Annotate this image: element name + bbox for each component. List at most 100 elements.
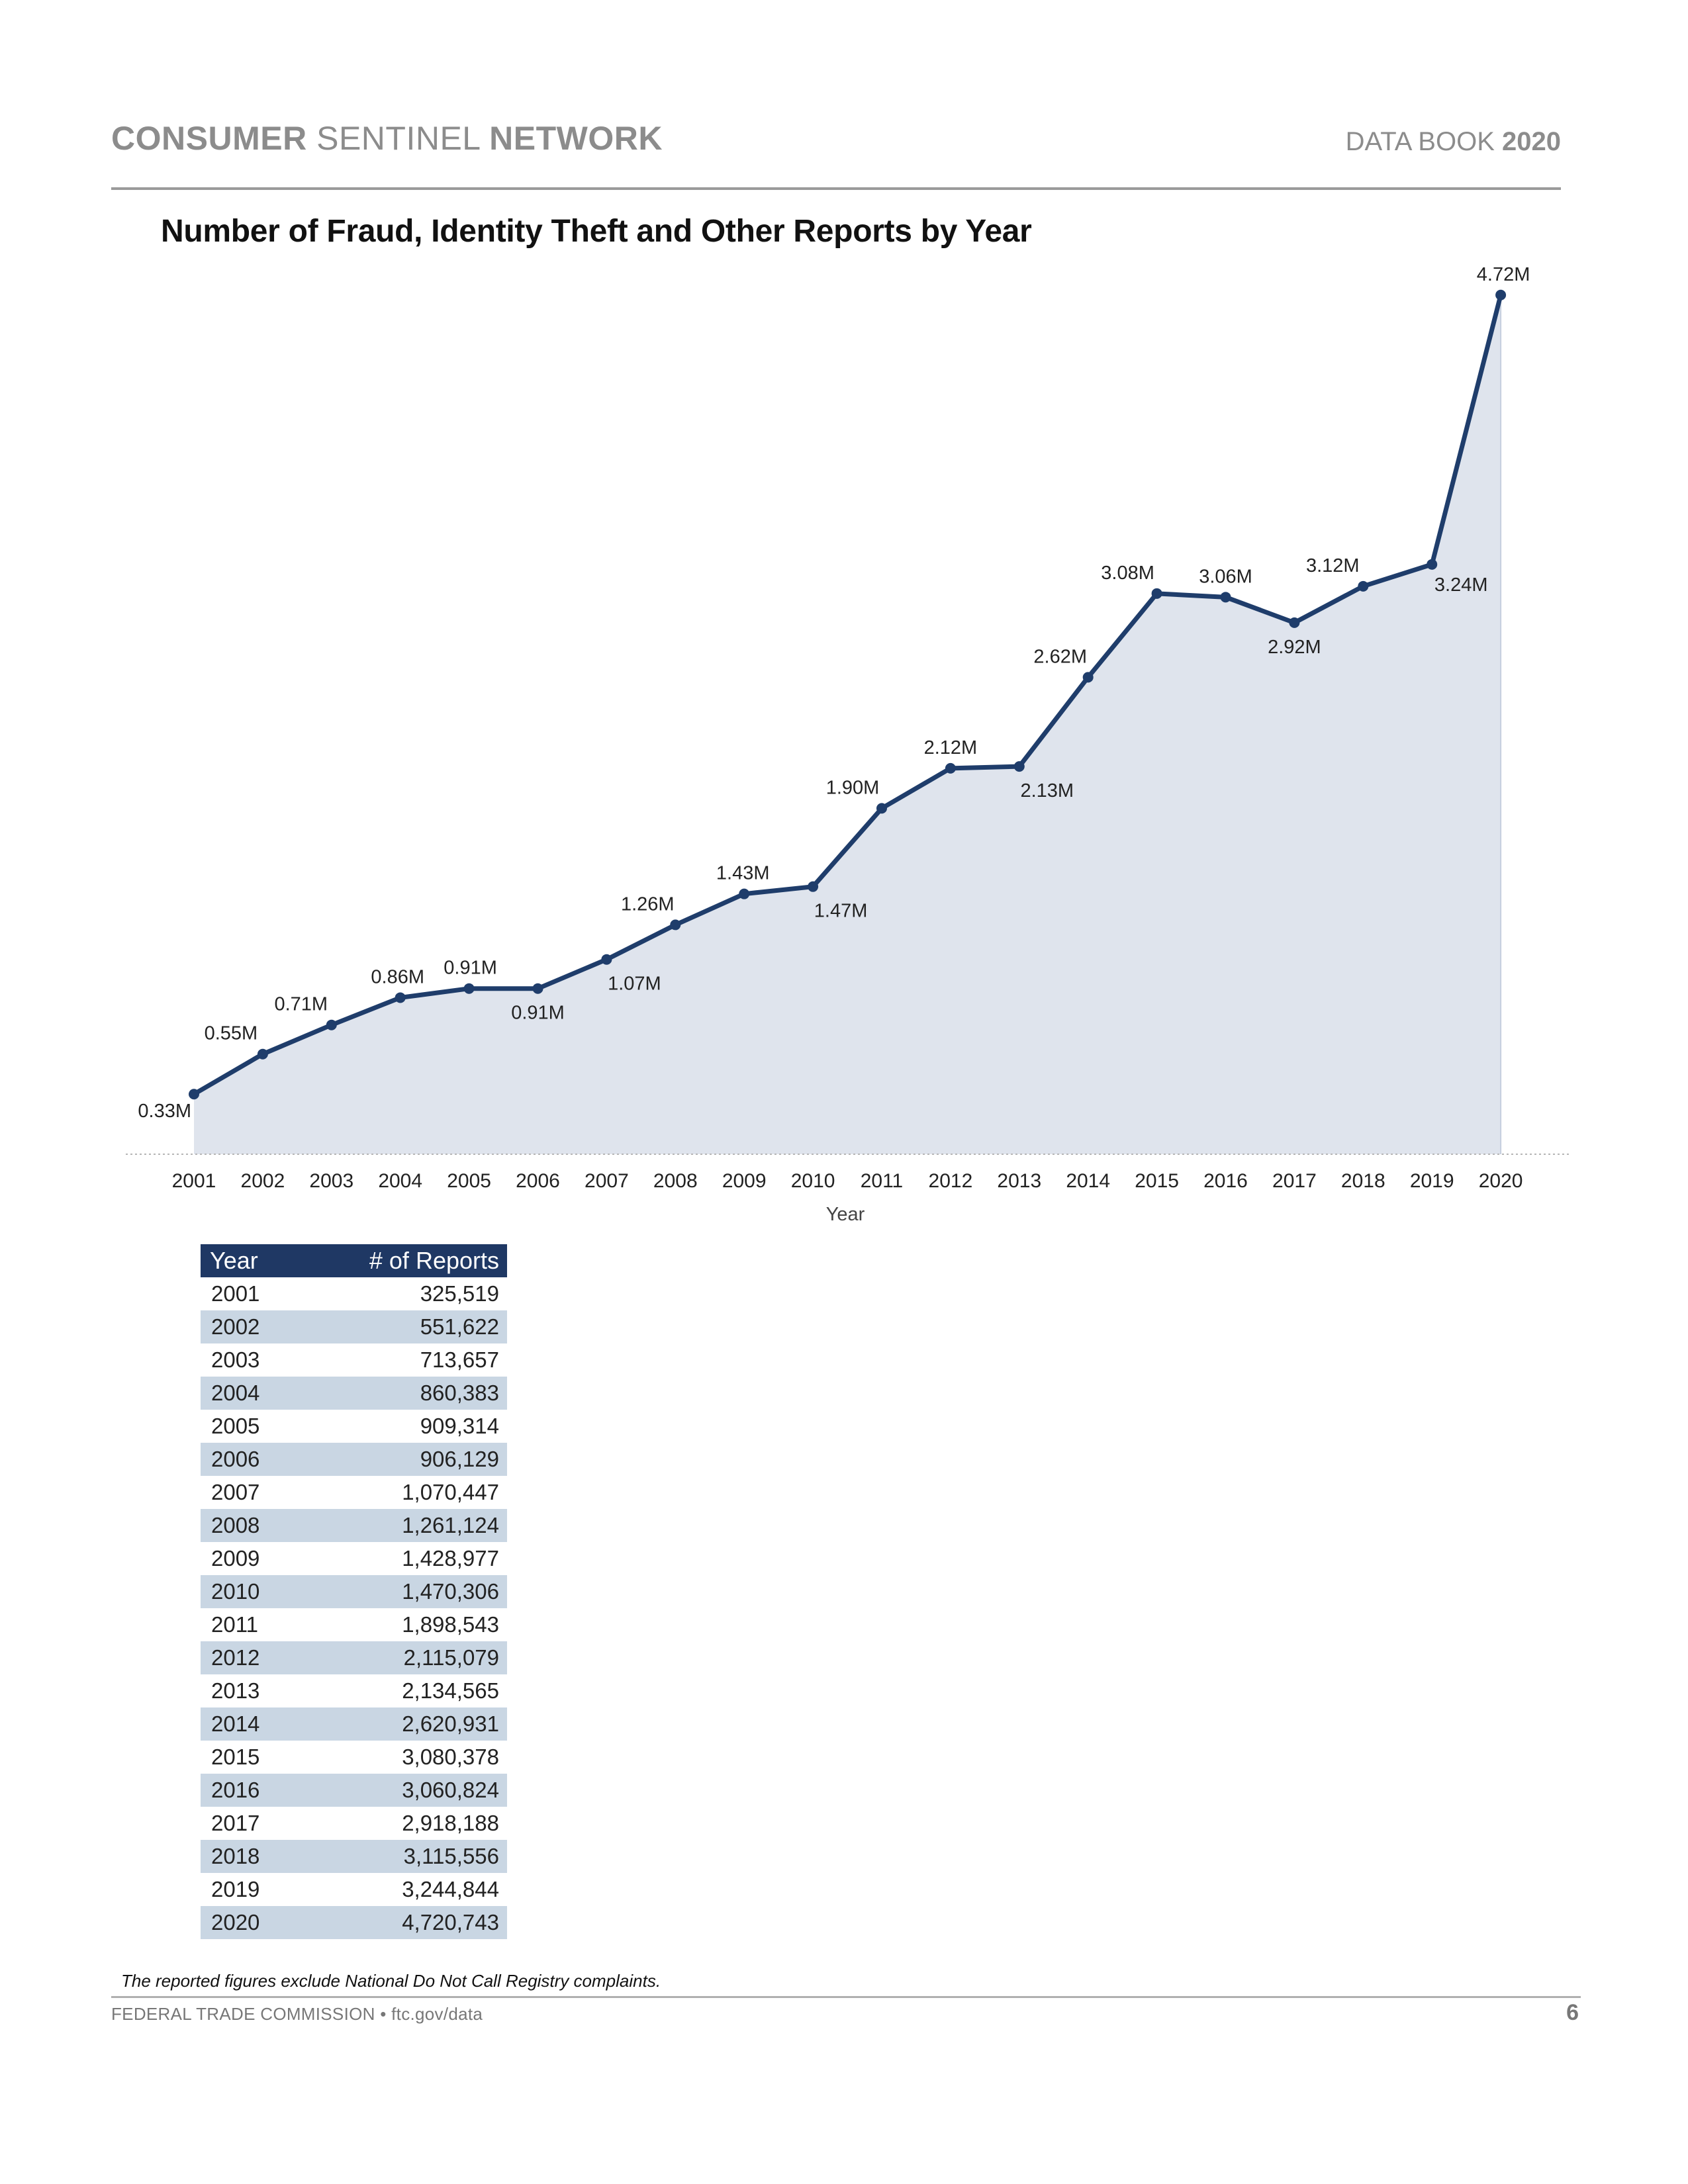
table-row: 2012 2,115,079 — [201, 1641, 507, 1674]
data-point — [739, 888, 750, 899]
table-header-year: Year — [210, 1247, 258, 1274]
data-point — [808, 881, 819, 892]
table-cell-reports: 551,622 — [420, 1314, 499, 1339]
x-tick-label: 2002 — [241, 1170, 285, 1192]
table-cell-year: 2005 — [211, 1414, 260, 1438]
brand-title: CONSUMER SENTINEL NETWORK — [111, 119, 663, 158]
data-book-label: DATA BOOK 2020 — [1346, 127, 1561, 157]
data-label: 1.43M — [716, 863, 770, 884]
table-row: 2005 909,314 — [201, 1410, 507, 1443]
footer-source: FEDERAL TRADE COMMISSION • ftc.gov/data — [111, 2004, 483, 2024]
header-divider — [111, 187, 1561, 190]
data-label: 1.26M — [621, 893, 675, 915]
table-row: 2014 2,620,931 — [201, 1707, 507, 1741]
table-cell-reports: 2,918,188 — [402, 1811, 499, 1835]
x-tick-label: 2013 — [997, 1170, 1041, 1192]
data-point — [1082, 672, 1094, 683]
table-cell-year: 2018 — [211, 1844, 260, 1868]
x-tick-label: 2020 — [1479, 1170, 1523, 1192]
brand-part-2: SENTINEL — [316, 120, 480, 157]
table-row: 2002 551,622 — [201, 1310, 507, 1343]
data-point — [1220, 592, 1231, 603]
table-cell-year: 2013 — [211, 1678, 260, 1703]
data-label: 1.90M — [826, 777, 880, 798]
table-row: 2009 1,428,977 — [201, 1542, 507, 1575]
table-row: 2017 2,918,188 — [201, 1807, 507, 1840]
table-cell-reports: 1,428,977 — [402, 1546, 499, 1570]
book-label: DATA BOOK — [1345, 127, 1495, 156]
data-point — [532, 983, 543, 994]
table-cell-year: 2011 — [211, 1612, 258, 1637]
table-cell-year: 2010 — [211, 1579, 260, 1604]
table-cell-year: 2003 — [211, 1347, 260, 1372]
table-cell-reports: 906,129 — [420, 1447, 499, 1471]
footnote: The reported figures exclude National Do… — [121, 1971, 661, 1991]
table-cell-year: 2014 — [211, 1711, 260, 1736]
table-cell-year: 2020 — [211, 1910, 260, 1934]
table-cell-reports: 2,620,931 — [402, 1711, 499, 1736]
x-tick-label: 2019 — [1410, 1170, 1454, 1192]
table-row: 2008 1,261,124 — [201, 1509, 507, 1542]
page-header: CONSUMER SENTINEL NETWORK DATA BOOK 2020 — [111, 119, 1561, 185]
data-point — [1151, 588, 1162, 599]
data-point — [1495, 289, 1507, 300]
table-body: 2001 325,519 2002 551,622 2003 713,657 2004 860… — [201, 1277, 507, 1939]
brand-part-1: CONSUMER — [111, 120, 307, 157]
table-cell-reports: 3,060,824 — [402, 1778, 499, 1802]
data-label: 2.12M — [924, 737, 978, 758]
brand-part-3: NETWORK — [489, 120, 663, 157]
data-point — [601, 954, 612, 965]
x-tick-label: 2017 — [1272, 1170, 1317, 1192]
table-cell-reports: 3,080,378 — [402, 1745, 499, 1769]
x-tick-label: 2003 — [309, 1170, 353, 1192]
table-cell-year: 2017 — [211, 1811, 260, 1835]
table-row: 2013 2,134,565 — [201, 1674, 507, 1707]
book-year: 2020 — [1502, 127, 1561, 156]
x-tick-label: 2005 — [447, 1170, 491, 1192]
x-tick-label: 2018 — [1341, 1170, 1385, 1192]
table-row: 2015 3,080,378 — [201, 1741, 507, 1774]
table-header-row: Year # of Reports — [201, 1244, 507, 1277]
table-cell-year: 2008 — [211, 1513, 260, 1537]
table-row: 2010 1,470,306 — [201, 1575, 507, 1608]
reports-table: Year # of Reports 2001 325,519 2002 551,622… — [201, 1244, 507, 1939]
data-label: 0.71M — [274, 994, 328, 1015]
data-label: 3.06M — [1199, 566, 1252, 587]
data-label: 3.08M — [1101, 563, 1154, 584]
data-label: 2.62M — [1033, 646, 1087, 667]
table-cell-reports: 3,244,844 — [402, 1877, 499, 1901]
x-tick-label: 2016 — [1203, 1170, 1248, 1192]
x-tick-label: 2007 — [585, 1170, 629, 1192]
area-fill — [194, 295, 1501, 1154]
data-point — [876, 803, 887, 814]
x-tick-label: 2015 — [1135, 1170, 1179, 1192]
x-tick-label: 2011 — [861, 1170, 904, 1192]
table-cell-year: 2006 — [211, 1447, 260, 1471]
table-cell-reports: 1,070,447 — [402, 1480, 499, 1504]
table-row: 2018 3,115,556 — [201, 1840, 507, 1873]
data-label: 0.91M — [444, 958, 497, 979]
table-header-reports: # of Reports — [369, 1247, 499, 1274]
chart-title: Number of Fraud, Identity Theft and Othe… — [161, 214, 1032, 249]
data-label: 0.33M — [138, 1101, 191, 1122]
data-label: 3.24M — [1434, 574, 1488, 596]
data-point — [1289, 617, 1300, 628]
data-point — [1427, 559, 1438, 570]
data-point — [945, 762, 956, 774]
table-row: 2003 713,657 — [201, 1343, 507, 1377]
table-cell-year: 2007 — [211, 1480, 260, 1504]
table-row: 2004 860,383 — [201, 1377, 507, 1410]
data-point — [257, 1048, 268, 1060]
table-cell-year: 2015 — [211, 1745, 260, 1769]
table-cell-reports: 1,261,124 — [402, 1513, 499, 1537]
table-row: 2001 325,519 — [201, 1277, 507, 1310]
data-label: 2.13M — [1020, 780, 1074, 801]
table-cell-year: 2001 — [211, 1281, 260, 1306]
data-point — [463, 983, 475, 994]
table-row: 2007 1,070,447 — [201, 1476, 507, 1509]
x-tick-label: 2012 — [929, 1170, 973, 1192]
table-cell-reports: 909,314 — [420, 1414, 499, 1438]
table-cell-year: 2016 — [211, 1778, 260, 1802]
page-number: 6 — [1566, 2000, 1579, 2025]
reports-by-year-chart: 0.33M 0.55M 0.71M 0.86M 0.91M 0.91M 1.07M 1.26M… — [126, 264, 1569, 1225]
